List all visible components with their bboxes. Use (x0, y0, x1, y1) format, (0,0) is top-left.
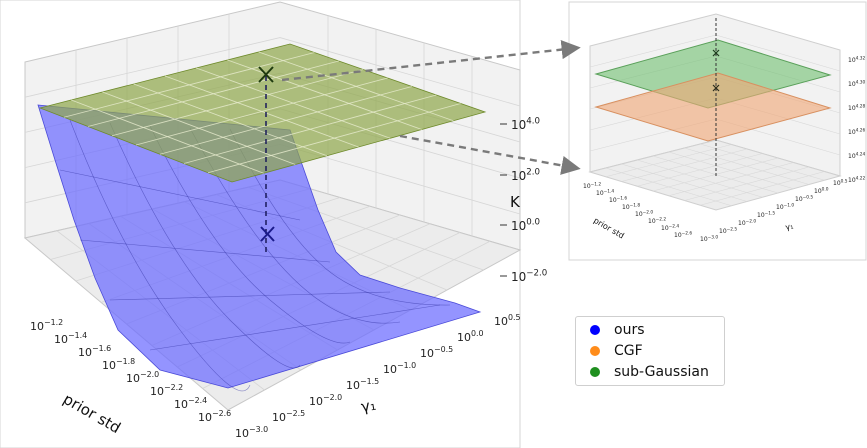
inset-x-tick-label: 10−2.6 (674, 230, 692, 239)
y-tick-label: 10−0.5 (420, 345, 453, 360)
z-tick-label: 10−2.0 (511, 269, 547, 284)
inset-x-tick-label: 10−1.6 (609, 195, 627, 204)
x-tick-label: 10−1.8 (102, 357, 135, 372)
sub-gaussian-plane-grid (63, 51, 461, 174)
inset-x-tick-label: 10−2.4 (661, 223, 679, 232)
y-tick-label: 100.0 (457, 329, 484, 344)
x-axis-ticks: 10−1.210−1.410−1.610−1.810−2.010−2.210−2… (30, 318, 231, 424)
x-tick-label: 10−2.4 (174, 396, 207, 411)
legend-dot-sub-gaussian (590, 367, 600, 377)
ours-surface-mesh (59, 119, 451, 392)
y-tick-label: 10−3.0 (235, 425, 268, 440)
y-tick-label: 10−1.0 (383, 361, 416, 376)
legend-item-sub-gaussian: sub-Gaussian (576, 362, 709, 382)
x-tick-label: 10−2.2 (150, 383, 183, 398)
inset-z-tick-label: 104.22 (848, 175, 865, 184)
z-tick-label: 100.0 (511, 218, 540, 233)
ours-marker (260, 226, 275, 242)
y-tick-label: 10−2.0 (309, 393, 342, 408)
legend-label-sub-gaussian: sub-Gaussian (614, 364, 709, 380)
connector-arrow-upper (281, 40, 581, 82)
y-tick-label: 100.5 (494, 313, 521, 328)
inset-x-tick-label: 10−2.2 (648, 216, 666, 225)
inset-y-tick-label: 100.0 (814, 186, 829, 195)
y-tick-label: 10−1.5 (346, 377, 379, 392)
inset-y-ticks: 10−3.010−2.510−2.010−1.510−1.010−0.5100.… (700, 178, 848, 243)
x-tick-label: 10−1.2 (30, 318, 63, 333)
inset-x-tick-label: 10−1.4 (596, 188, 614, 197)
inset-x-tick-label: 10−1.2 (583, 181, 601, 190)
y-axis-label: γ₁ (360, 396, 378, 416)
legend-label-ours: ours (614, 322, 645, 338)
inset-y-tick-label: 10−1.0 (776, 202, 794, 211)
inset-marker-upper (712, 49, 720, 57)
ours-surface (37, 104, 482, 389)
inset-z-tick-label: 104.26 (848, 127, 865, 136)
legend-item-ours: ours (576, 320, 645, 340)
x-tick-label: 10−1.4 (54, 331, 87, 346)
inset-x-tick-label: 10−1.8 (622, 202, 640, 211)
x-tick-label: 10−2.0 (126, 370, 159, 385)
legend-dot-cgf (590, 346, 600, 356)
inset-floor (588, 139, 842, 211)
legend-label-cgf: CGF (614, 343, 643, 359)
inset-z-ticks: 104.32 104.30 104.28 104.26 104.24 104.22 (848, 55, 865, 184)
inset-y-label: γ₁ (785, 221, 795, 231)
sub-gaussian-plane (38, 43, 487, 183)
y-tick-label: 10−2.5 (272, 409, 305, 424)
z-tick-label: 104.0 (511, 117, 540, 132)
legend-item-cgf: CGF (576, 341, 643, 361)
inset-z-tick-label: 104.28 (848, 103, 865, 112)
inset-marker-lower (712, 84, 720, 92)
inset-x-tick-label: 10−2.0 (635, 209, 653, 218)
legend-dot-ours (590, 325, 600, 335)
inset-cgf-plane (594, 72, 832, 142)
z-tick-label: 102.0 (511, 168, 540, 183)
inset-z-tick-label: 104.32 (848, 55, 865, 64)
y-axis-ticks: 10−3.0 10−2.5 10−2.0 10−1.5 10−1.0 10−0.5 100.… (235, 313, 521, 440)
inset-z-tick-label: 104.30 (848, 79, 865, 88)
inset-y-tick-label: 10−3.0 (700, 234, 718, 243)
x-tick-label: 10−1.6 (78, 344, 111, 359)
inset-x-ticks: 10−1.210−1.410−1.610−1.810−2.010−2.210−2… (583, 181, 692, 239)
inset-y-tick-label: 10−2.0 (738, 218, 756, 227)
inset-y-tick-label: 10−2.5 (719, 226, 737, 235)
connector-arrow-lower (399, 134, 581, 175)
legend: ours CGF sub-Gaussian (575, 316, 725, 386)
inset-y-tick-label: 10−1.5 (757, 210, 775, 219)
inset-y-tick-label: 10−0.5 (795, 194, 813, 203)
inset-z-tick-label: 104.24 (848, 151, 865, 160)
inset-y-tick-label: 100.5 (833, 178, 848, 187)
x-tick-label: 10−2.6 (198, 409, 231, 424)
z-axis-label: K (510, 193, 521, 211)
sub-gaussian-marker (258, 66, 274, 83)
inset-panel: 104.32 104.30 104.28 104.26 104.24 104.22 10−… (568, 1, 867, 261)
z-axis-ticks: 104.0 102.0 100.0 10−2.0 (500, 117, 547, 284)
